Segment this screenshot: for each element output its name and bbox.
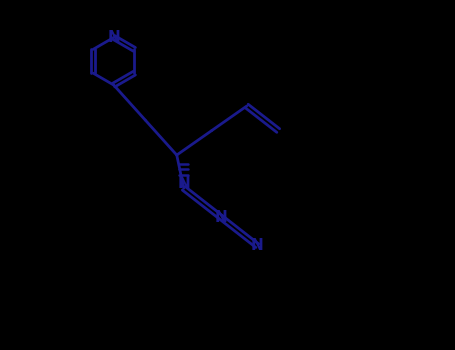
Text: N: N [214, 210, 227, 224]
Text: N: N [177, 176, 190, 190]
Text: N: N [107, 30, 120, 45]
Text: N: N [251, 238, 263, 253]
